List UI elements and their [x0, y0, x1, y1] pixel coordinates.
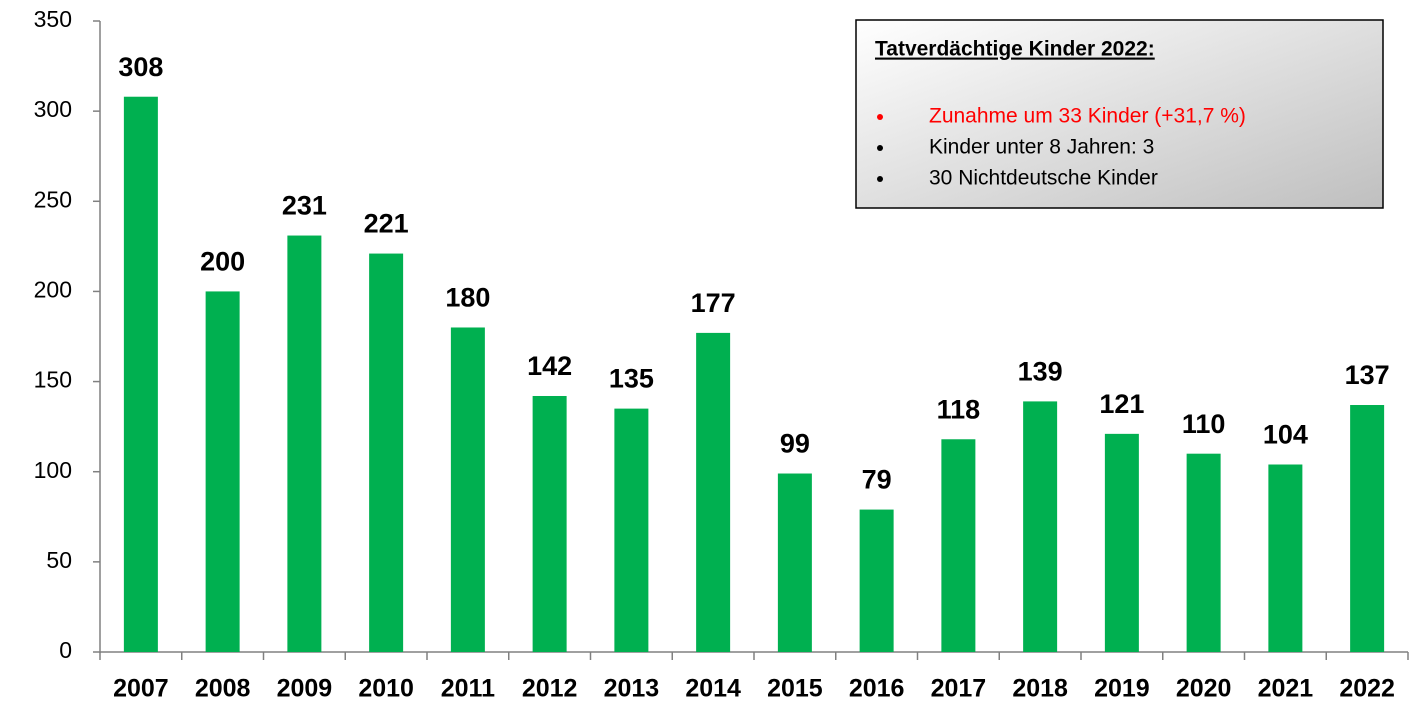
bar: [1268, 464, 1303, 652]
annotation-item: Zunahme um 33 Kinder (+31,7 %): [929, 105, 1246, 128]
y-tick-label: 250: [34, 186, 72, 212]
bullet: [877, 114, 883, 120]
bar: [287, 235, 322, 653]
x-tick-label: 2009: [277, 675, 333, 703]
bar: [123, 96, 158, 653]
value-label: 135: [609, 364, 654, 394]
bar: [205, 291, 240, 652]
value-label: 200: [200, 247, 245, 277]
x-tick-label: 2010: [358, 675, 414, 703]
x-tick-label: 2011: [441, 675, 495, 703]
x-tick-label: 2014: [685, 675, 741, 703]
bullet: [877, 145, 883, 151]
x-tick-label: 2021: [1258, 675, 1314, 703]
value-label: 180: [445, 283, 490, 313]
y-tick-label: 100: [34, 457, 72, 483]
y-tick-label: 200: [34, 277, 72, 303]
value-label: 79: [862, 465, 892, 495]
bar: [369, 253, 404, 652]
y-tick-label: 300: [34, 96, 72, 122]
value-label: 99: [780, 429, 810, 459]
bar: [696, 332, 731, 652]
y-tick-label: 150: [34, 367, 72, 393]
value-label: 231: [282, 191, 327, 221]
bar: [450, 327, 485, 652]
annotation-item: Kinder unter 8 Jahren: 3: [929, 136, 1154, 159]
y-tick-label: 0: [59, 637, 72, 663]
x-tick-label: 2016: [849, 675, 905, 703]
x-tick-label: 2015: [767, 675, 823, 703]
x-tick-label: 2017: [931, 675, 987, 703]
bar: [777, 473, 812, 652]
x-tick-label: 2019: [1094, 675, 1150, 703]
annotation-title: Tatverdächtige Kinder 2022:: [875, 38, 1155, 61]
x-tick-label: 2022: [1339, 675, 1395, 703]
bullet: [877, 176, 883, 182]
value-label: 121: [1099, 389, 1144, 419]
value-label: 118: [937, 394, 981, 424]
annotation-item: 30 Nichtdeutsche Kinder: [929, 167, 1158, 190]
value-label: 110: [1182, 409, 1226, 439]
x-tick-label: 2013: [604, 675, 660, 703]
x-tick-label: 2020: [1176, 675, 1232, 703]
x-tick-label: 2018: [1012, 675, 1068, 703]
value-label: 104: [1263, 420, 1308, 450]
value-label: 308: [118, 52, 163, 82]
bar: [1350, 405, 1385, 652]
x-tick-label: 2012: [522, 675, 578, 703]
x-tick-label: 2008: [195, 675, 251, 703]
x-tick-label: 2007: [113, 675, 169, 703]
bar: [532, 395, 567, 652]
bar: [941, 439, 976, 652]
value-label: 177: [691, 288, 736, 318]
bar: [1023, 401, 1058, 652]
value-label: 142: [527, 351, 572, 381]
bar: [859, 509, 894, 652]
value-label: 221: [364, 209, 409, 239]
annotation-box: [855, 19, 1384, 209]
bar: [1186, 453, 1221, 652]
bar: [614, 408, 649, 652]
y-tick-label: 50: [46, 547, 72, 573]
value-label: 137: [1345, 360, 1390, 390]
value-label: 139: [1018, 357, 1063, 387]
bar: [1104, 433, 1139, 652]
y-tick-label: 350: [34, 6, 72, 32]
